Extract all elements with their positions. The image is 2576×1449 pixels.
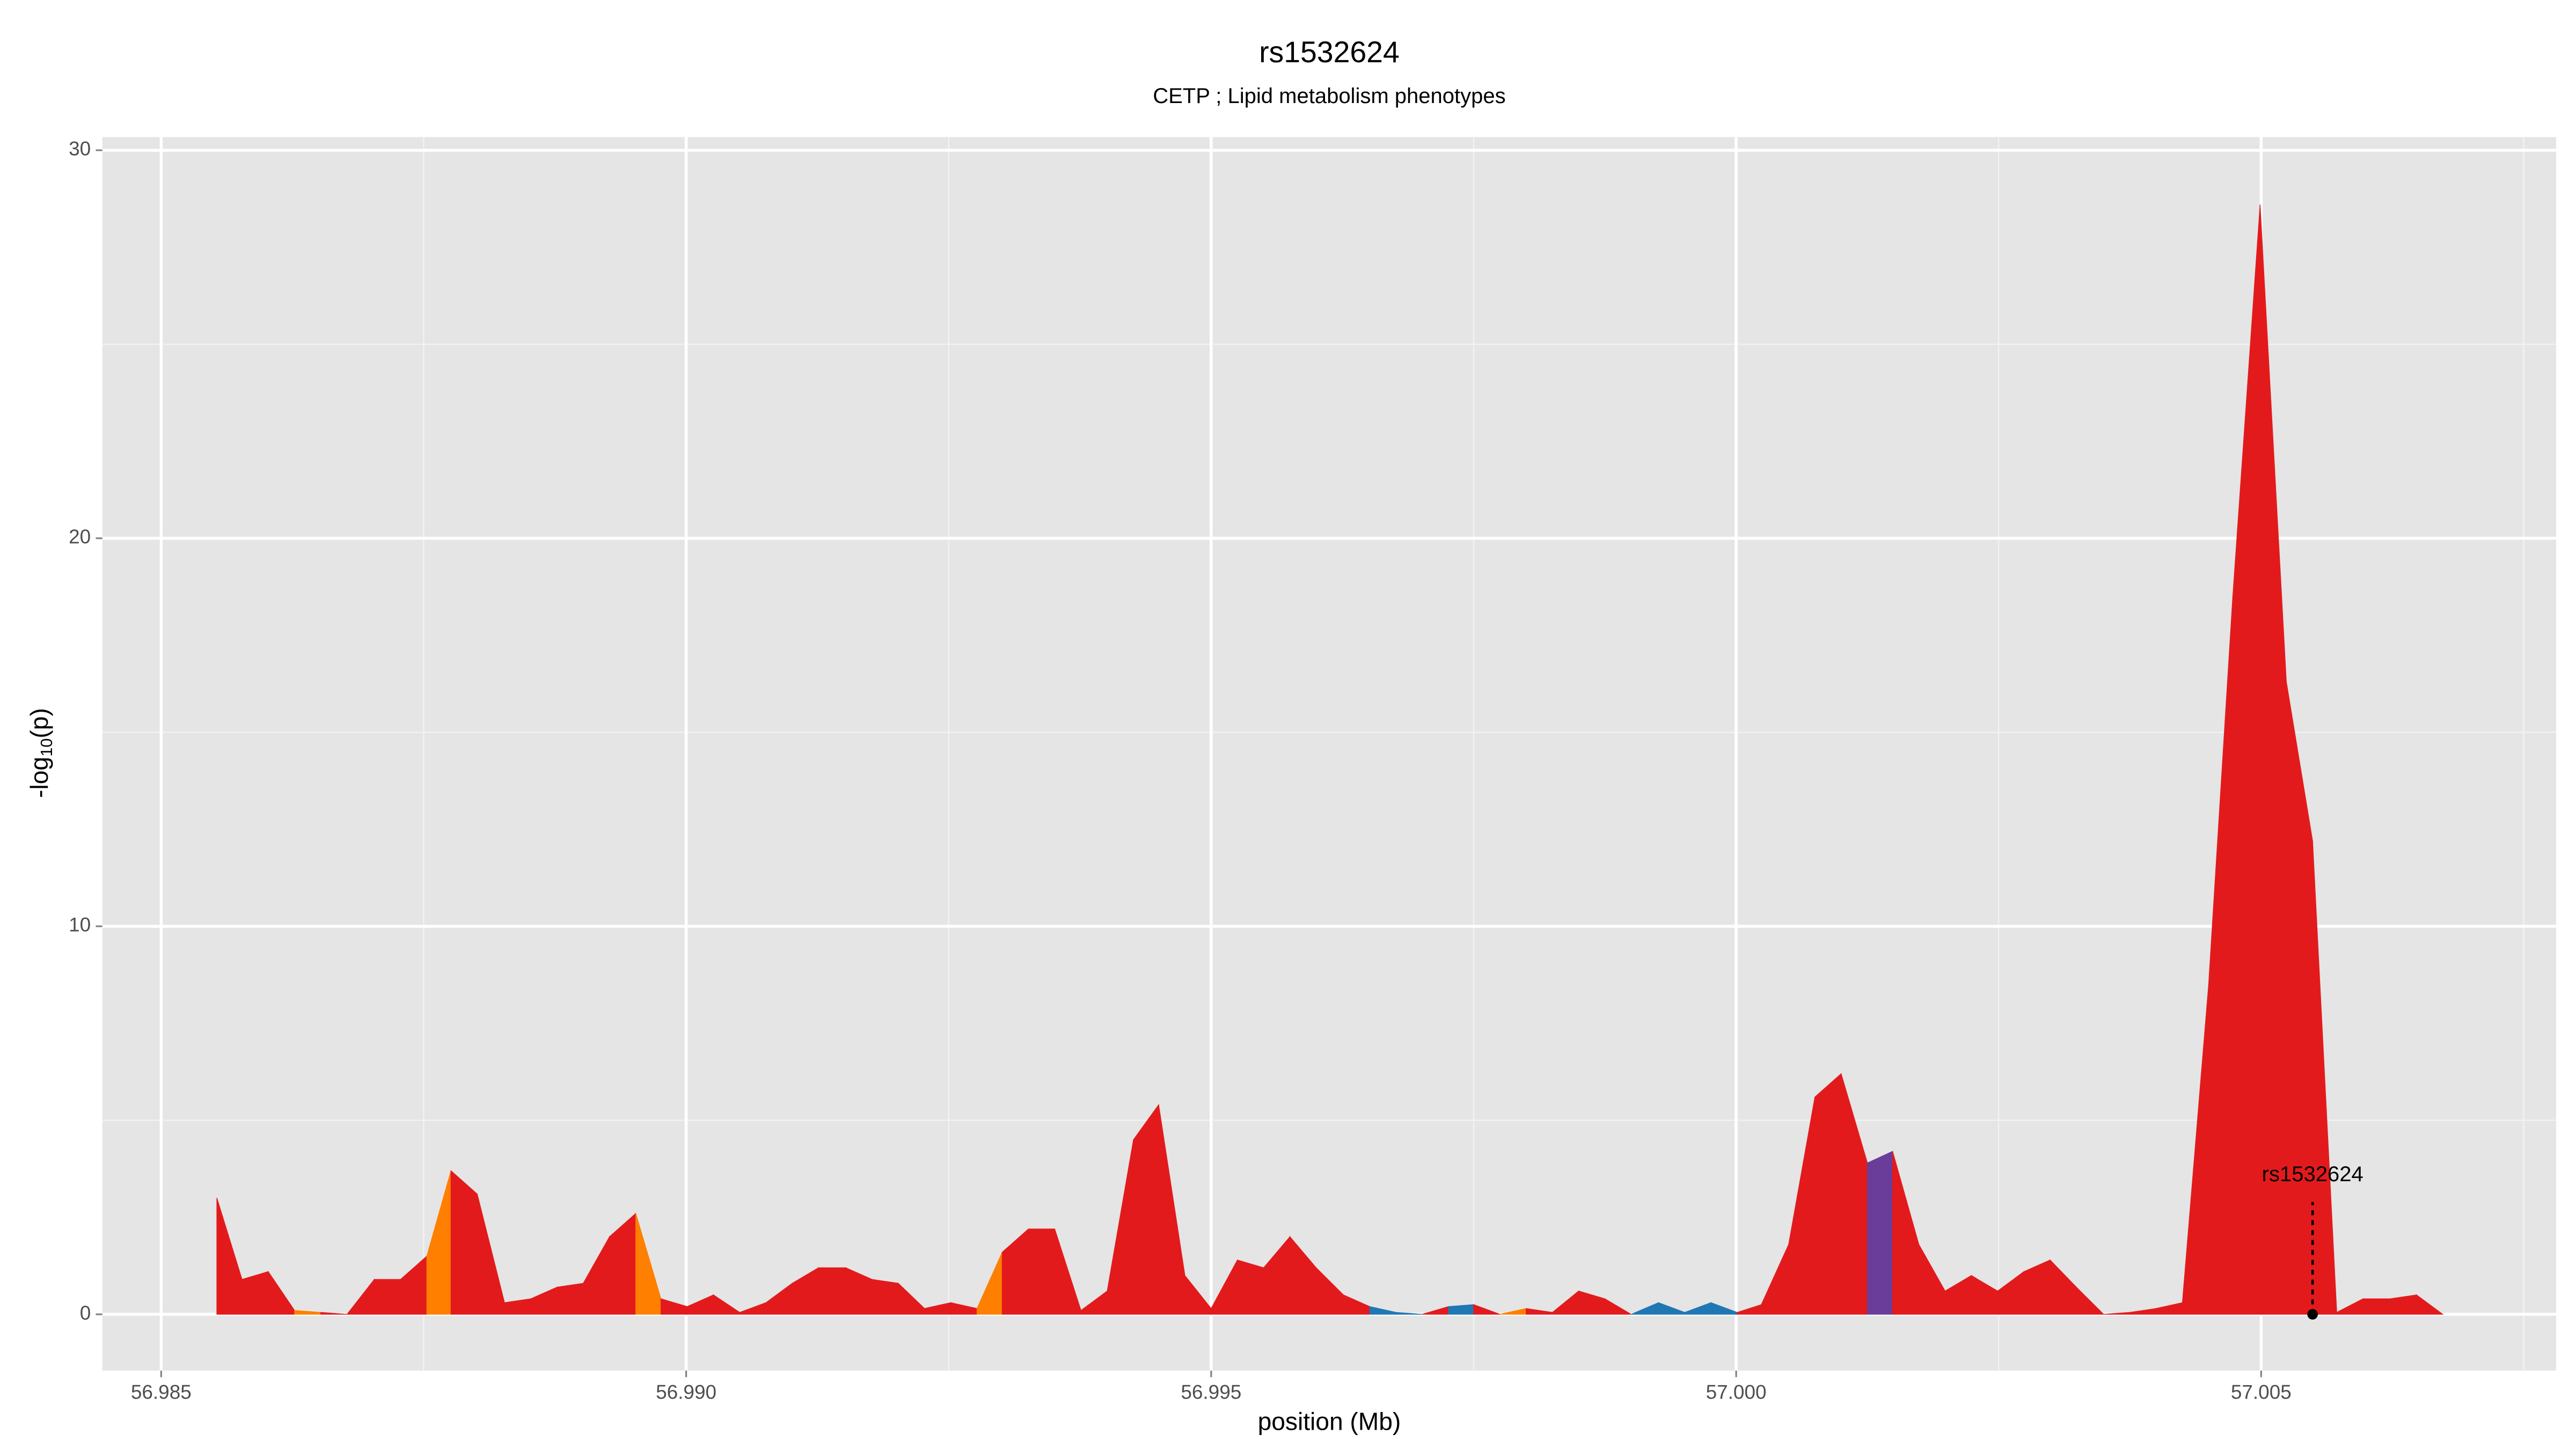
y-tick-label: 0: [80, 1302, 91, 1324]
area-segment: [1867, 1151, 1893, 1315]
x-tick-label: 56.985: [131, 1381, 192, 1403]
area-segment: [872, 1279, 899, 1315]
area-segment: [1814, 1073, 1842, 1315]
chart-subtitle: CETP ; Lipid metabolism phenotypes: [1153, 84, 1505, 108]
area-segment: [1473, 1304, 1501, 1315]
area-segment: [374, 1279, 401, 1315]
x-tick-label: 56.990: [656, 1381, 716, 1403]
x-tick-label: 56.995: [1181, 1381, 1241, 1403]
area-segment: [1395, 1312, 1423, 1315]
area-segment: [241, 1271, 269, 1315]
area-segment: [2416, 1294, 2444, 1315]
area-segment: [450, 1170, 478, 1315]
area-segment: [1448, 1304, 1474, 1315]
x-tick-label: 57.005: [2231, 1381, 2292, 1403]
area-segment: [1237, 1259, 1264, 1315]
y-tick-label: 30: [69, 138, 91, 160]
y-tick-label: 20: [69, 526, 91, 548]
area-segment: [1604, 1298, 1633, 1315]
x-axis-title: position (Mb): [1258, 1407, 1401, 1435]
chart-title: rs1532624: [1259, 35, 1400, 69]
area-segment: [320, 1312, 347, 1315]
y-axis-title-sub: 10: [37, 738, 56, 757]
plot-panel: [102, 137, 2557, 1371]
y-axis-title-part: -log: [25, 757, 53, 798]
annotation-label: rs1532624: [2262, 1162, 2363, 1186]
area-segment: [818, 1267, 846, 1315]
y-axis-title: -log10(p): [25, 708, 56, 798]
area-segment: [1133, 1103, 1159, 1315]
annotation-point: [2307, 1309, 2318, 1320]
y-tick-label: 10: [69, 914, 91, 936]
area-segment: [2362, 1298, 2391, 1315]
area-segment: [2076, 1286, 2105, 1315]
area-segment: [1028, 1228, 1055, 1315]
area-segment: [557, 1283, 584, 1315]
x-tick-label: 57.000: [1706, 1381, 1767, 1403]
y-axis-title-part: (p): [25, 708, 53, 738]
